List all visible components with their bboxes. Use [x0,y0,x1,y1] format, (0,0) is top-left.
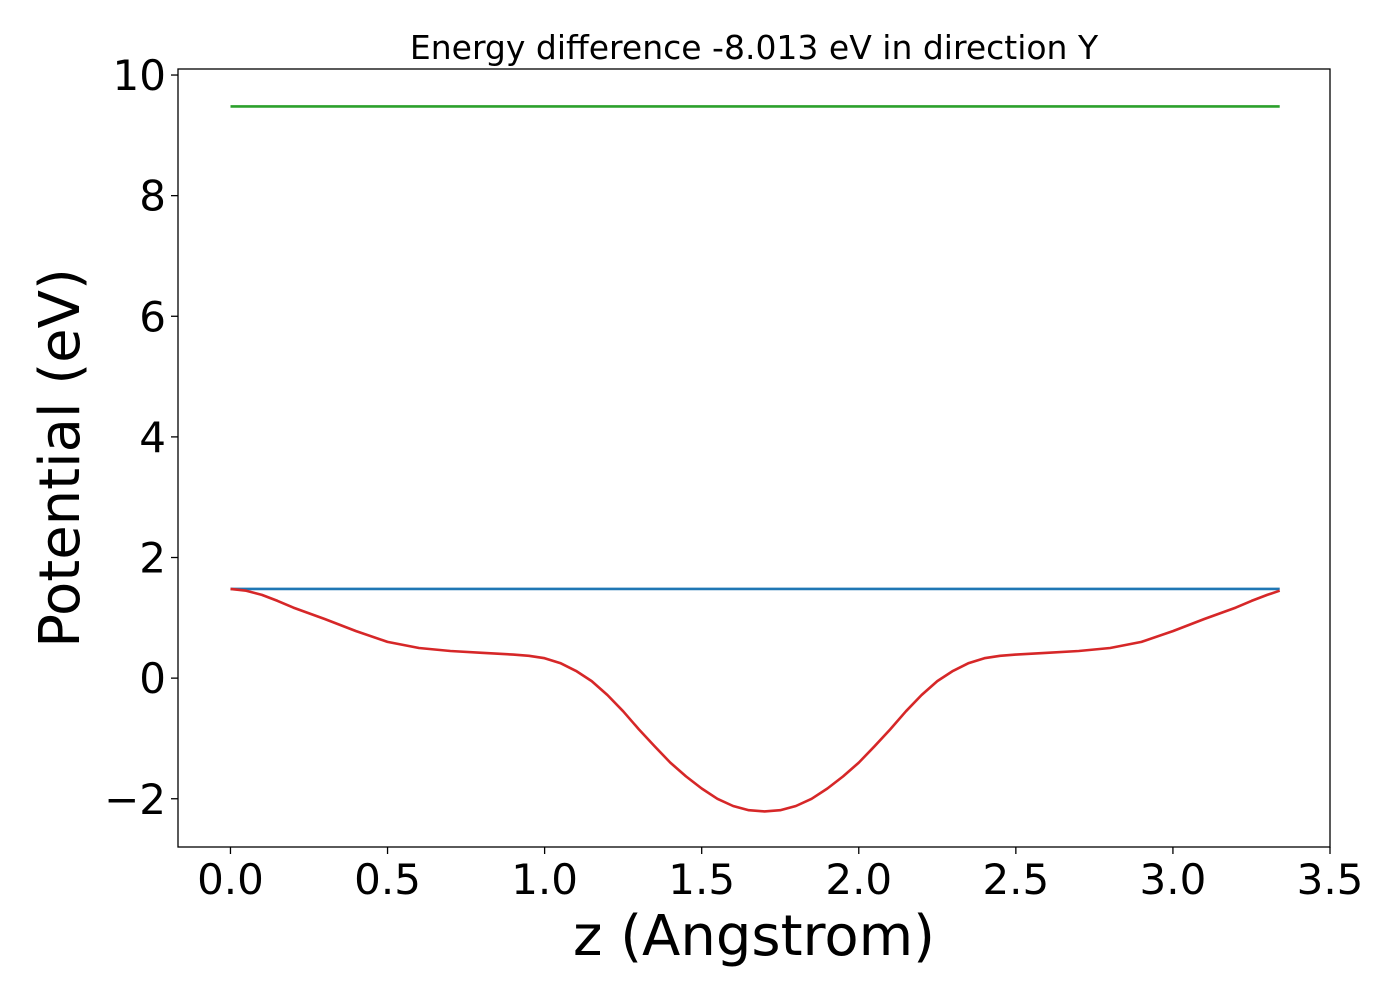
x-axis-label: z (Angstrom) [573,904,935,969]
x-tick-label: 3.0 [1140,855,1207,904]
y-axis-label: Potential (eV) [28,268,93,648]
y-axis: −2 0 2 4 6 8 10 [104,51,178,824]
x-tick-label: 3.5 [1297,855,1364,904]
plot-frame [177,68,1331,848]
y-tick-label: 2 [139,534,166,583]
y-tick-label: 10 [113,51,166,100]
x-tick-label: 1.5 [668,855,735,904]
x-tick-label: 0.5 [354,855,421,904]
plot-area [177,68,1331,848]
x-axis: 0.0 0.5 1.0 1.5 2.0 2.5 3.0 3.5 [197,847,1363,904]
y-tick-label: 6 [139,292,166,341]
x-tick-label: 2.5 [982,855,1049,904]
y-tick-label: 0 [139,654,166,703]
x-tick-label: 1.0 [511,855,578,904]
y-tick-label: 4 [139,413,166,462]
series-line-2 [230,587,1281,813]
x-tick-label: 2.0 [825,855,892,904]
chart-title: Energy difference -8.013 eV in direction… [410,28,1099,67]
y-tick-label: 8 [139,172,166,221]
x-tick-label: 0.0 [197,855,264,904]
y-tick-label: −2 [104,775,166,824]
